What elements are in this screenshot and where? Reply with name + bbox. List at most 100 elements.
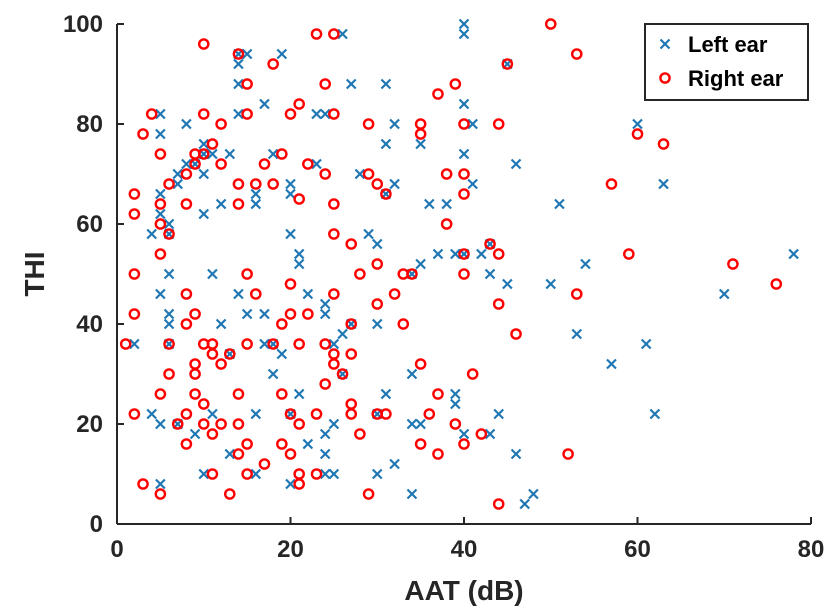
data-point-left-ear: [328, 418, 340, 430]
marker-stroke: [233, 108, 244, 120]
data-point-right-ear: [137, 478, 149, 490]
data-point-left-ear: [172, 178, 184, 190]
data-point-right-ear: [276, 438, 288, 450]
data-point-right-ear: [154, 388, 167, 400]
marker-stroke: [250, 198, 262, 210]
data-point-left-ear: [224, 448, 236, 460]
data-point-right-ear: [232, 178, 245, 190]
data-point-right-ear: [570, 48, 583, 60]
data-point-left-ear: [788, 248, 799, 260]
marker-stroke: [554, 198, 565, 210]
data-point-right-ear: [232, 448, 245, 460]
marker-stroke: [302, 288, 314, 300]
marker-stroke: [354, 168, 366, 180]
data-point-left-ear: [450, 388, 461, 400]
marker-stroke: [467, 178, 478, 190]
data-point-right-ear: [432, 388, 444, 400]
marker-stroke: [181, 158, 192, 170]
data-point-left-ear: [371, 468, 383, 480]
data-point-left-ear: [380, 138, 392, 150]
marker-stroke: [545, 278, 557, 290]
legend-marker-left-ear: [659, 38, 671, 50]
marker-stroke: [319, 468, 331, 480]
marker-stroke: [406, 488, 418, 500]
data-point-right-ear: [180, 168, 193, 180]
data-point-right-ear: [354, 428, 366, 440]
data-point-left-ear: [389, 458, 400, 470]
x-axis-label: AAT (dB): [404, 575, 523, 606]
data-point-right-ear: [449, 418, 462, 430]
marker-stroke: [319, 308, 331, 320]
data-point-left-ear: [441, 198, 452, 210]
data-point-right-ear: [501, 58, 514, 70]
data-point-right-ear: [354, 268, 366, 280]
data-point-right-ear: [241, 338, 253, 350]
marker-stroke: [319, 448, 331, 460]
marker-stroke: [276, 348, 288, 360]
data-point-left-ear: [181, 158, 192, 170]
data-point-left-ear: [146, 228, 157, 240]
data-point-right-ear: [258, 458, 271, 470]
data-point-right-ear: [128, 268, 141, 280]
data-point-left-ear: [285, 478, 296, 490]
data-point-left-ear: [319, 298, 331, 310]
data-point-left-ear: [233, 288, 244, 300]
data-point-left-ear: [293, 388, 305, 400]
marker-stroke: [276, 48, 288, 60]
data-point-left-ear: [632, 118, 643, 130]
data-point-right-ear: [414, 438, 427, 450]
data-point-right-ear: [458, 438, 470, 450]
data-point-left-ear: [718, 288, 730, 300]
data-point-left-ear: [389, 118, 400, 130]
marker-stroke: [267, 148, 279, 160]
data-point-left-ear: [207, 268, 218, 280]
data-point-right-ear: [128, 208, 141, 220]
marker-stroke: [311, 158, 322, 170]
data-point-left-ear: [215, 198, 227, 210]
data-point-left-ear: [337, 328, 348, 340]
x-tick-label: 60: [624, 536, 651, 563]
data-point-left-ear: [267, 148, 279, 160]
marker-stroke: [580, 258, 591, 270]
data-point-right-ear: [180, 318, 193, 330]
data-point-left-ear: [311, 108, 322, 120]
data-point-right-ear: [197, 38, 210, 50]
marker-stroke: [163, 318, 175, 330]
data-point-right-ear: [206, 138, 219, 150]
data-point-left-ear: [319, 108, 331, 120]
marker-stroke: [233, 288, 244, 300]
data-point-right-ear: [249, 288, 262, 300]
marker-stroke: [389, 118, 400, 130]
data-point-left-ear: [163, 318, 175, 330]
marker-stroke: [155, 288, 166, 300]
data-point-right-ear: [362, 118, 375, 130]
marker-stroke: [450, 398, 461, 410]
marker-stroke: [181, 118, 192, 130]
data-point-left-ear: [319, 308, 331, 320]
data-point-right-ear: [380, 188, 392, 200]
marker-stroke: [519, 498, 531, 510]
marker-stroke: [371, 238, 383, 250]
marker-stroke: [406, 418, 418, 430]
data-point-right-ear: [302, 308, 314, 320]
data-point-right-ear: [293, 98, 305, 110]
data-point-right-ear: [249, 178, 262, 190]
marker-stroke: [163, 218, 175, 230]
data-point-left-ear: [519, 498, 531, 510]
marker-stroke: [415, 258, 426, 270]
marker-stroke: [640, 338, 652, 350]
data-point-right-ear: [319, 168, 332, 180]
data-point-right-ear: [293, 338, 305, 350]
data-point-left-ear: [380, 78, 392, 90]
data-point-right-ear: [605, 178, 618, 190]
data-point-left-ear: [155, 478, 166, 490]
marker-stroke: [233, 78, 244, 90]
data-point-right-ear: [293, 193, 305, 205]
data-point-left-ear: [198, 208, 210, 220]
data-point-left-ear: [319, 448, 331, 460]
data-point-right-ear: [241, 468, 253, 480]
data-point-right-ear: [440, 168, 453, 180]
data-point-left-ear: [241, 48, 253, 60]
data-point-right-ear: [232, 388, 245, 400]
marker-stroke: [493, 408, 504, 420]
